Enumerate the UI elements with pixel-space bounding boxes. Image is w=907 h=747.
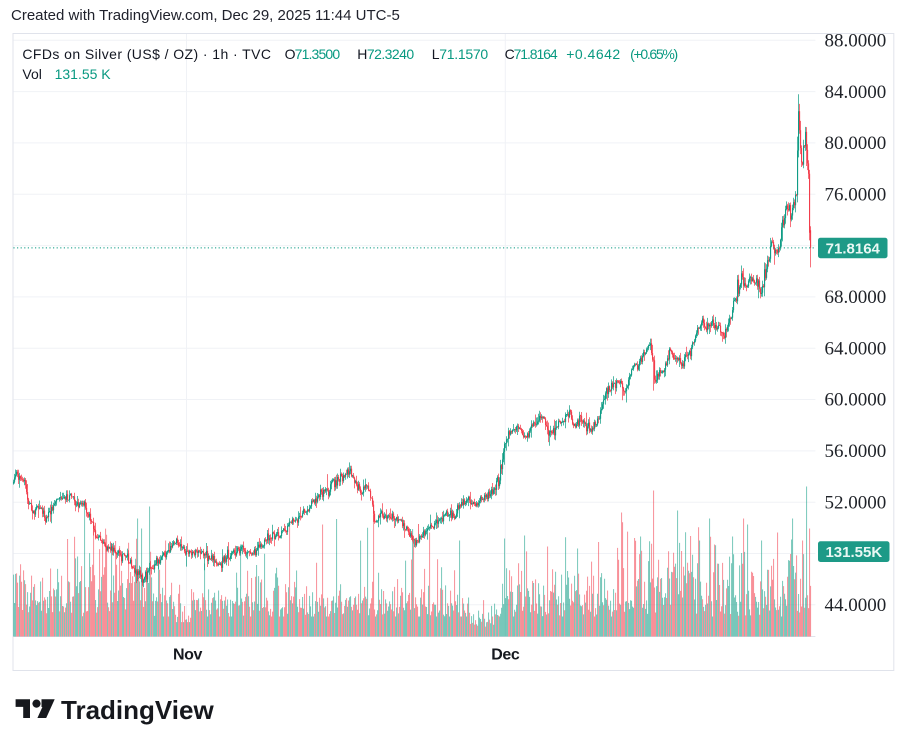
svg-text:Dec: Dec (491, 647, 520, 664)
svg-text:76.0000: 76.0000 (825, 185, 887, 206)
svg-text:80.0000: 80.0000 (825, 133, 887, 154)
svg-text:88.0000: 88.0000 (825, 31, 887, 52)
svg-text:131.55K: 131.55K (825, 544, 882, 561)
svg-text:71.8164: 71.8164 (826, 240, 881, 257)
svg-text:52.0000: 52.0000 (825, 492, 887, 513)
svg-text:60.0000: 60.0000 (825, 390, 887, 411)
svg-text:56.0000: 56.0000 (825, 441, 887, 462)
svg-text:68.0000: 68.0000 (825, 287, 887, 308)
svg-text:64.0000: 64.0000 (825, 338, 887, 359)
svg-text:44.0000: 44.0000 (825, 595, 887, 616)
svg-text:84.0000: 84.0000 (825, 82, 887, 103)
svg-text:Nov: Nov (173, 647, 203, 664)
